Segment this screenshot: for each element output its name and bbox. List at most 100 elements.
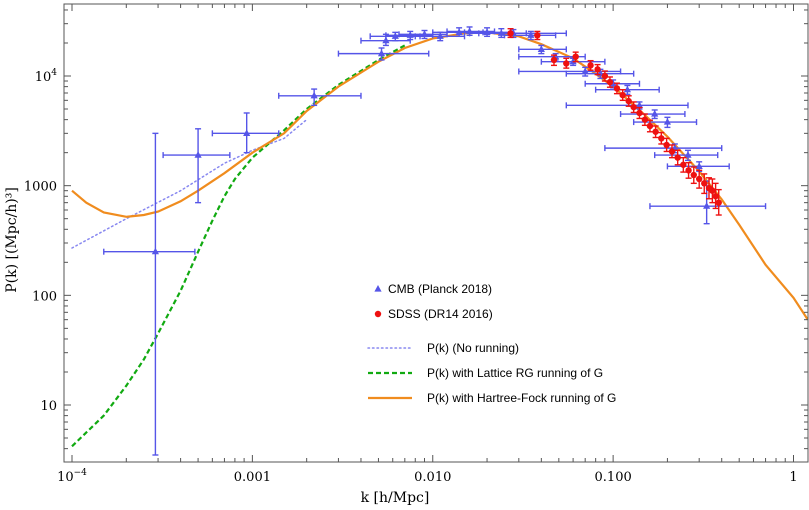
cmb-point	[278, 88, 362, 107]
sdss-marker	[674, 154, 681, 161]
legend-entry: P(k) (No running)	[367, 341, 519, 355]
sdss-point	[534, 30, 541, 41]
cmb-point	[584, 79, 641, 89]
y-tick-label: 1000	[24, 180, 57, 195]
y-tick-label: 104	[35, 68, 58, 85]
cmb-point	[653, 149, 719, 162]
cmb-marker	[537, 45, 545, 52]
cmb-marker	[703, 202, 711, 209]
x-axis-title: k [h/Mpc]	[361, 490, 430, 506]
sdss-point	[641, 113, 649, 127]
cmb-point	[666, 161, 730, 173]
sdss-point	[680, 156, 687, 173]
cmb-marker	[243, 129, 251, 136]
curves-layer	[71, 31, 808, 448]
sdss-point	[715, 188, 722, 216]
sdss-point	[613, 82, 621, 95]
sdss-marker	[534, 32, 541, 39]
curve-dotted	[71, 118, 308, 249]
sdss-marker	[701, 180, 708, 187]
x-tick-exponent: −4	[74, 468, 88, 478]
sdss-point	[550, 54, 558, 67]
cmb-point	[518, 44, 567, 55]
cmb-marker	[581, 67, 589, 75]
x-tick-label: 1	[789, 470, 797, 485]
cmb-point	[604, 143, 723, 154]
sdss-point	[587, 59, 594, 71]
sdss-marker	[636, 109, 643, 117]
sdss-point	[625, 95, 632, 107]
cmb-point	[398, 29, 448, 40]
curve-dashed	[71, 44, 406, 448]
cmb-point	[594, 84, 660, 96]
sdss-marker	[625, 97, 632, 105]
legend-label: CMB (Planck 2018)	[388, 282, 492, 296]
sdss-point	[507, 27, 514, 39]
cmb-marker	[436, 32, 444, 39]
sdss-point	[601, 70, 609, 82]
sdss-marker	[507, 30, 514, 37]
legend-label: P(k) (No running)	[427, 341, 519, 355]
sdss-marker	[685, 167, 692, 174]
sdss-point	[652, 125, 659, 139]
x-tick-label: 0.001	[234, 470, 271, 485]
cmb-marker	[527, 31, 535, 38]
sdss-marker	[680, 161, 687, 168]
sdss-point	[674, 149, 681, 166]
cmb-marker	[695, 162, 703, 169]
sdss-point	[695, 169, 703, 189]
cmb-marker	[623, 85, 632, 93]
legend-entry: P(k) with Lattice RG running of G	[368, 366, 603, 380]
y-axis-title: P(k) [(Mpc/h)³]	[4, 187, 20, 293]
points-layer	[103, 26, 767, 456]
x-tick-label: 0.100	[595, 470, 632, 485]
cmb-marker	[635, 101, 644, 108]
x-tick-label: 0.010	[414, 470, 451, 485]
sdss-point	[690, 166, 697, 185]
sdss-marker	[563, 60, 570, 67]
sdss-point	[606, 76, 614, 88]
sdss-point	[636, 106, 643, 120]
sdss-marker	[690, 171, 697, 179]
sdss-point	[685, 161, 692, 179]
sdss-marker	[572, 53, 579, 60]
sdss-marker	[601, 72, 609, 80]
sdss-marker	[715, 199, 722, 206]
sdss-point	[619, 89, 626, 102]
sdss-point	[572, 51, 579, 63]
sdss-marker	[594, 66, 601, 73]
cmb-marker	[651, 110, 659, 117]
sdss-point	[594, 63, 601, 76]
sdss-marker	[668, 148, 676, 155]
sdss-point	[668, 144, 676, 159]
sdss-marker	[658, 135, 665, 142]
sdss-marker	[606, 78, 614, 86]
sdss-point	[563, 57, 570, 69]
cmb-marker	[377, 49, 386, 57]
cmb-marker	[194, 151, 202, 158]
axes-layer: 10−4 0.001 0.010 0.100 1 10 100 1000 104	[24, 4, 808, 485]
sdss-marker	[652, 128, 659, 135]
sdss-marker	[550, 56, 558, 64]
sdss-marker	[695, 175, 703, 183]
legend-sdss-marker	[374, 310, 382, 318]
cmb-point	[619, 109, 686, 120]
sdss-point	[712, 182, 719, 210]
y-tick-label: 100	[32, 289, 57, 304]
legend-label: SDSS (DR14 2016)	[388, 307, 493, 321]
legend-entry: CMB (Planck 2018)	[374, 282, 492, 296]
sdss-marker	[587, 62, 594, 69]
x-tick-label: 10−4	[57, 468, 87, 485]
sdss-marker	[619, 91, 626, 99]
legend-cmb-marker	[374, 285, 382, 292]
sdss-point	[646, 119, 654, 133]
legend-entry: SDSS (DR14 2016)	[374, 307, 493, 321]
legend-label: P(k) with Hartree-Fock running of G	[427, 391, 616, 405]
sdss-marker	[663, 141, 670, 149]
sdss-point	[663, 137, 670, 153]
cmb-marker	[684, 151, 692, 158]
cmb-point	[162, 128, 231, 204]
sdss-point	[630, 101, 637, 114]
sdss-marker	[630, 103, 637, 111]
